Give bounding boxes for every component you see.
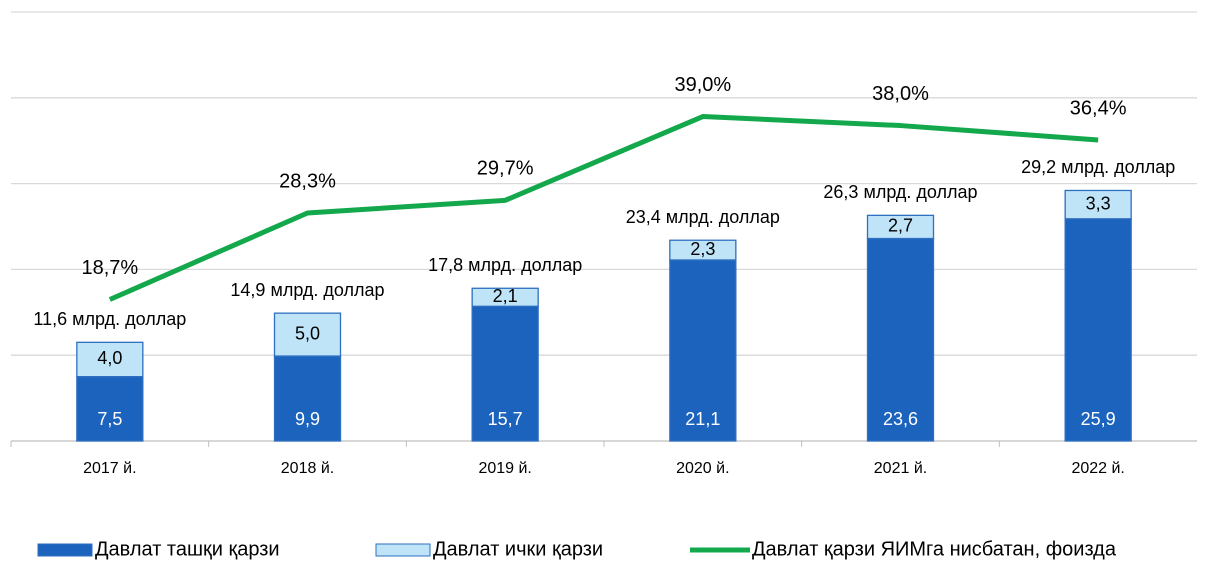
x-tick-label: 2019 й. [478, 460, 531, 477]
legend-label: Давлат ташқи қарзи [95, 538, 280, 560]
value-label: 5,0 [295, 323, 320, 343]
line-value-label: 38,0% [872, 83, 929, 105]
value-label: 7,5 [97, 409, 122, 429]
line-value-label: 39,0% [674, 74, 731, 96]
value-label: 21,1 [685, 409, 720, 429]
value-label: 2,1 [493, 286, 518, 306]
legend-label: Давлат қарзи ЯИМга нисбатан, фоизда [752, 538, 1117, 560]
bar [866, 237, 935, 442]
total-label: 26,3 млрд. доллар [823, 182, 977, 202]
bar [273, 312, 342, 357]
x-tick-label: 2017 й. [83, 460, 136, 477]
bar [76, 341, 144, 378]
total-label: 23,4 млрд. доллар [626, 207, 780, 227]
total-label: 29,2 млрд. доллар [1021, 157, 1175, 177]
line [108, 114, 1099, 302]
legend-label: Давлат ички қарзи [433, 538, 603, 560]
bar [1064, 218, 1132, 442]
line-value-label: 29,7% [477, 158, 534, 180]
line-value-label: 28,3% [279, 170, 336, 192]
line-value-label: 36,4% [1070, 97, 1127, 119]
total-label: 17,8 млрд. доллар [428, 255, 582, 275]
x-tick-label: 2022 й. [1071, 460, 1124, 477]
value-label: 9,9 [295, 409, 320, 429]
total-label: 14,9 млрд. доллар [230, 280, 384, 300]
bar [669, 239, 737, 261]
x-tick-label: 2021 й. [874, 460, 927, 477]
bar [1064, 189, 1132, 220]
value-label: 3,3 [1086, 193, 1111, 213]
value-label: 23,6 [883, 409, 918, 429]
value-label: 4,0 [97, 348, 122, 368]
x-tick-label: 2020 й. [676, 460, 729, 477]
legend-swatch [37, 543, 93, 557]
value-label: 2,7 [888, 216, 913, 236]
bar [866, 214, 935, 240]
value-label: 2,3 [690, 239, 715, 259]
value-label: 25,9 [1081, 409, 1116, 429]
value-label: 15,7 [488, 409, 523, 429]
total-label: 11,6 млрд. доллар [33, 309, 186, 329]
legend-swatch [375, 543, 431, 557]
bar [471, 287, 539, 307]
bar [76, 375, 144, 442]
x-tick-label: 2018 й. [281, 460, 334, 477]
line-value-label: 18,7% [81, 257, 138, 279]
